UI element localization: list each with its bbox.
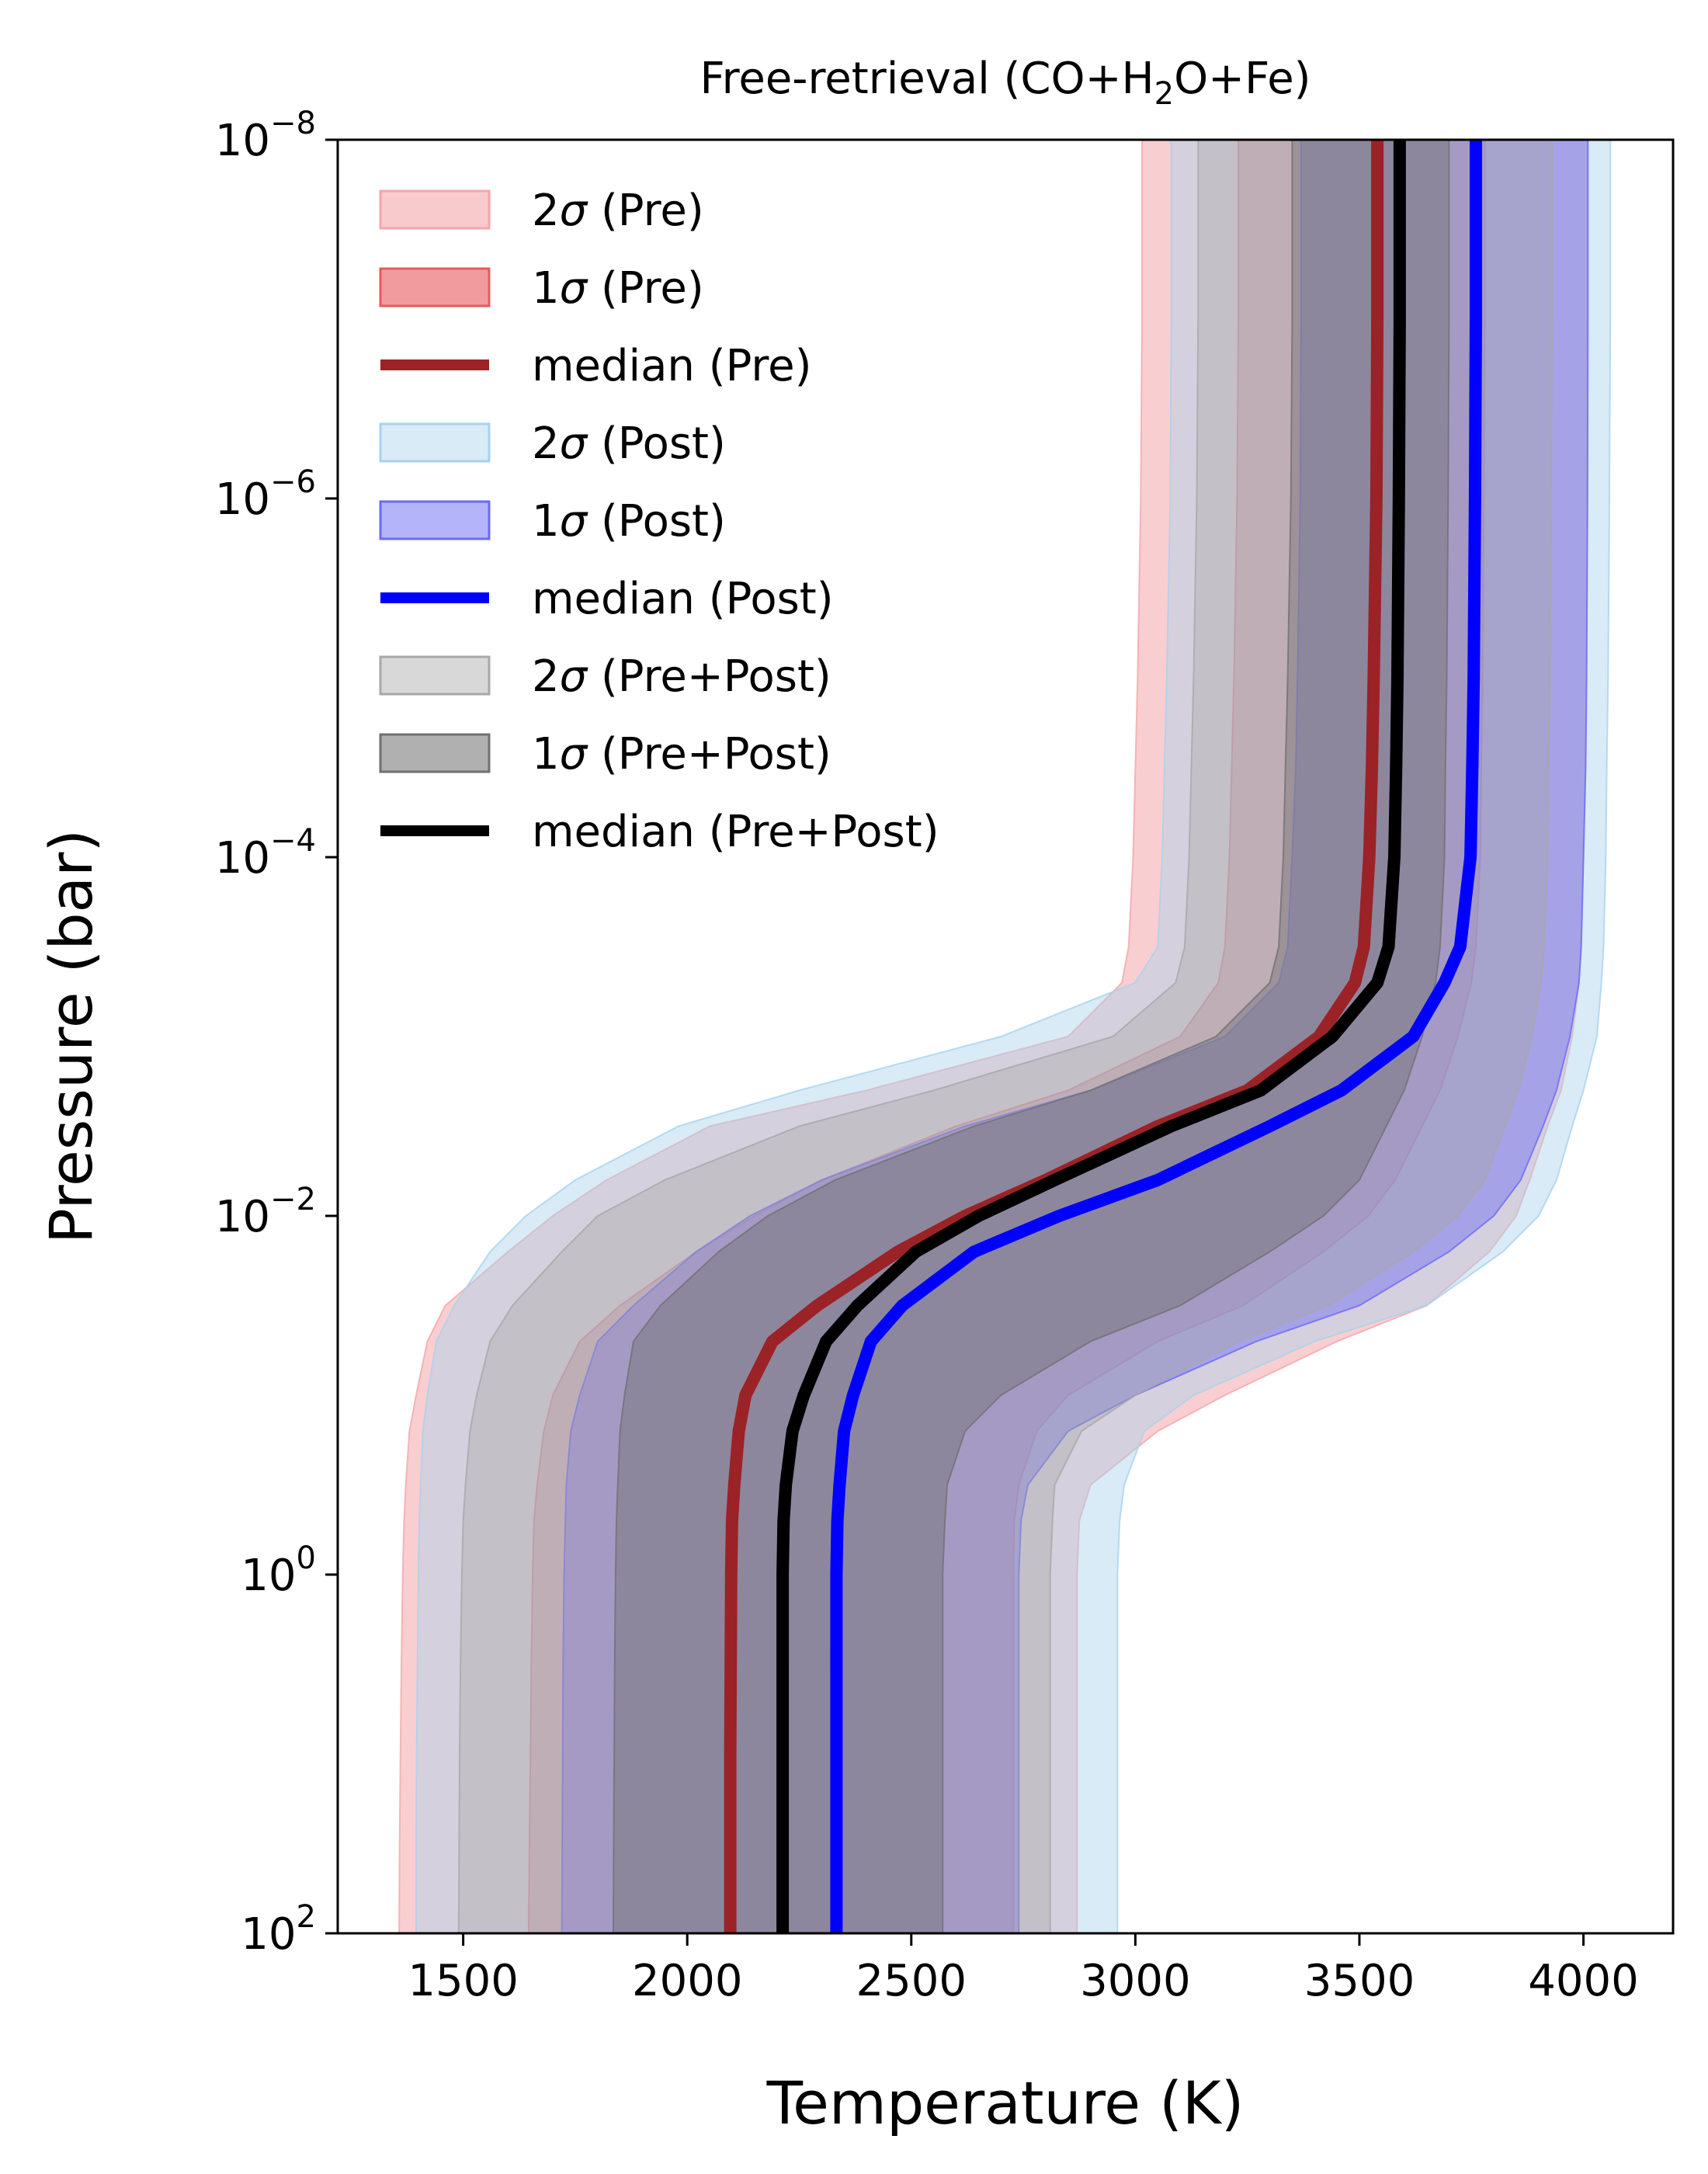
x-tick-label: 2500 (856, 1956, 967, 2006)
plot-frame (336, 138, 1675, 1935)
legend-label-2-post: 2σ (Post) (532, 418, 726, 469)
band-1sigma-post (561, 140, 1589, 1933)
legend-swatch-1-post (379, 500, 491, 540)
x-axis-label: Temperature (K) (766, 2068, 1245, 2138)
band-2sigma-post (415, 140, 1612, 1933)
legend-swatch-2-pre (379, 189, 491, 230)
legend-swatch-1-pre (379, 267, 491, 307)
x-tick-label: 3000 (1080, 1956, 1191, 2006)
legend-label-median-post: median (Post) (532, 574, 834, 624)
legend: 2σ (Pre) 1σ (Pre) median (Pre) 2σ (Post) 1σ … (379, 186, 939, 857)
line-median-pre-post (776, 140, 1406, 1933)
y-tick-label: 102 (241, 1899, 316, 1960)
y-axis-label: Pressure (bar) (36, 829, 106, 1244)
legend-label-2-pre-post: 2σ (Pre+Post) (532, 651, 831, 702)
median-lines (724, 140, 1482, 1933)
y-tick-label: 10−2 (215, 1182, 316, 1242)
line-median-post (830, 140, 1482, 1933)
legend-swatch-2-pre-post (379, 655, 491, 696)
y-axis-ticks: 10−8 10−6 10−4 10−2 100 102 (215, 106, 338, 1960)
legend-label-1-pre-post: 1σ (Pre+Post) (532, 729, 831, 780)
x-tick-label: 1500 (408, 1956, 519, 2006)
legend-label-1-post: 1σ (Post) (532, 496, 726, 547)
legend-label-median-pre-post: median (Pre+Post) (532, 807, 939, 857)
band-1sigma-pre (527, 140, 1486, 1933)
legend-label-median-pre: median (Pre) (532, 341, 811, 391)
y-tick-label: 100 (241, 1540, 316, 1601)
y-tick-label: 10−4 (215, 823, 316, 884)
x-tick-label: 3500 (1304, 1956, 1415, 2006)
chart-title: Free-retrieval (CO+H2O+Fe) (700, 54, 1311, 112)
x-tick-label: 4000 (1528, 1956, 1639, 2006)
x-axis-ticks: 1500 2000 2500 3000 3500 4000 (408, 1933, 1639, 2006)
legend-label-2-pre: 2σ (Pre) (532, 186, 704, 236)
y-tick-label: 10−8 (215, 106, 316, 166)
x-tick-label: 2000 (632, 1956, 743, 2006)
y-tick-label: 10−6 (215, 464, 316, 525)
legend-swatch-1-pre-post (379, 733, 491, 773)
legend-swatch-2-post (379, 422, 491, 463)
line-median-pre (724, 140, 1384, 1933)
legend-label-1-pre: 1σ (Pre) (532, 263, 704, 314)
